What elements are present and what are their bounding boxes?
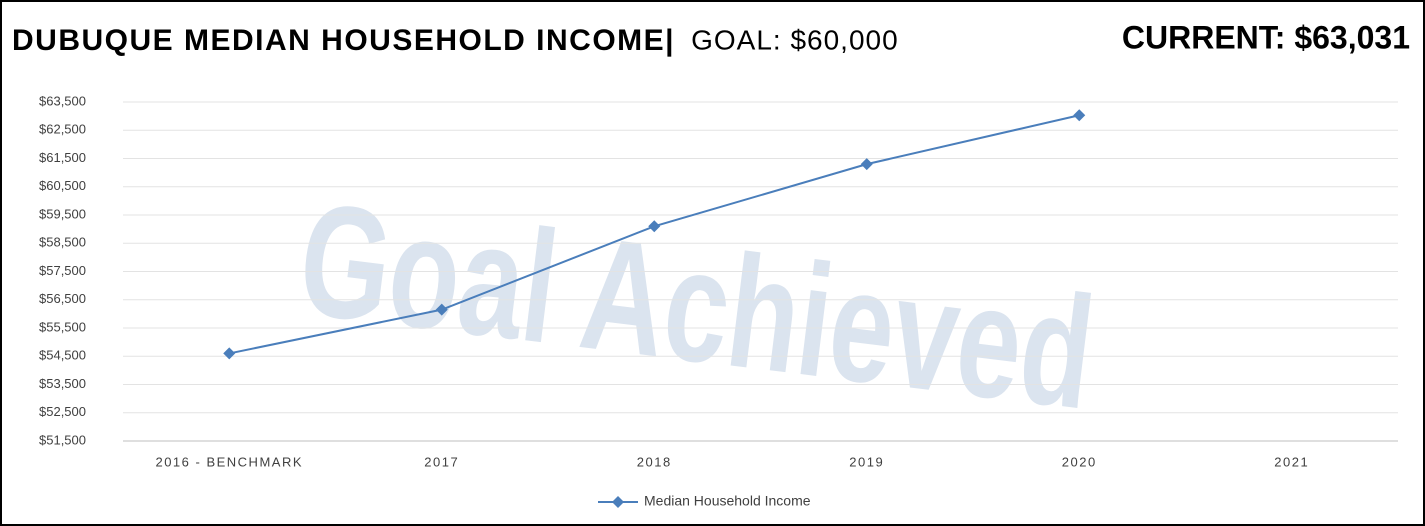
data-point: [435, 303, 448, 316]
x-tick-label: 2016 - BENCHMARK: [155, 454, 303, 469]
x-tick-label: 2019: [849, 454, 884, 469]
y-tick-label: $58,500: [39, 235, 86, 250]
y-tick-label: $52,500: [39, 404, 86, 419]
y-tick-label: $51,500: [39, 432, 86, 447]
goal-label: GOAL: $60,000: [691, 24, 899, 55]
y-tick-label: $60,500: [39, 178, 86, 193]
data-point: [648, 220, 661, 233]
x-tick-label: 2020: [1062, 454, 1097, 469]
y-tick-label: $63,500: [39, 93, 86, 108]
x-tick-label: 2017: [424, 454, 459, 469]
y-tick-label: $54,500: [39, 348, 86, 363]
legend-label: Median Household Income: [644, 493, 811, 509]
y-tick-label: $62,500: [39, 122, 86, 137]
y-tick-label: $61,500: [39, 150, 86, 165]
chart-title: DUBUQUE MEDIAN HOUSEHOLD INCOME|: [12, 24, 675, 57]
y-tick-label: $57,500: [39, 263, 86, 278]
y-tick-label: $53,500: [39, 376, 86, 391]
legend-marker: [612, 496, 624, 508]
y-tick-label: $59,500: [39, 206, 86, 221]
current-label: CURRENT: $63,031: [1122, 19, 1410, 55]
x-tick-label: 2021: [1274, 454, 1309, 469]
data-point: [860, 158, 873, 171]
y-tick-label: $56,500: [39, 291, 86, 306]
data-point: [1073, 109, 1086, 122]
y-tick-label: $55,500: [39, 319, 86, 334]
x-tick-label: 2018: [637, 454, 672, 469]
data-point: [223, 347, 236, 360]
